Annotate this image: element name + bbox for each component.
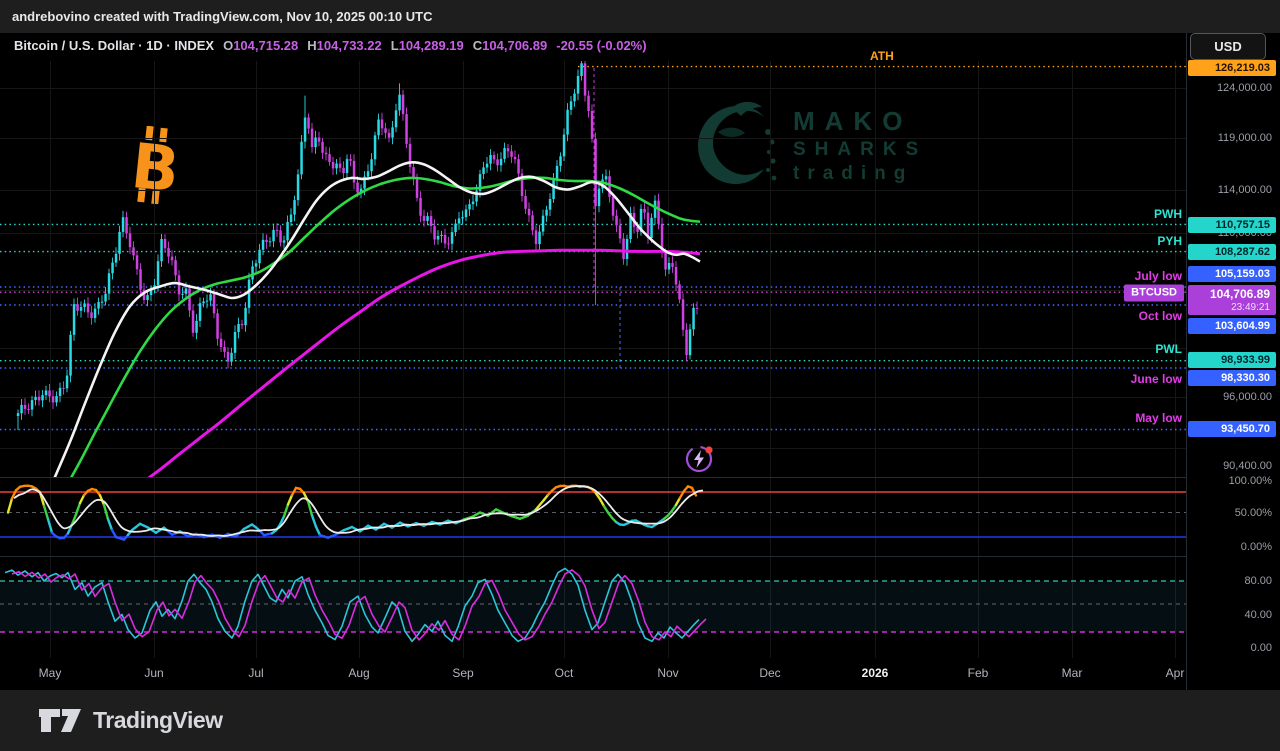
tradingview-brand-text: TradingView	[93, 707, 223, 733]
ohlc-key: H	[307, 38, 317, 53]
ohlc-value: 104,289.19	[398, 38, 464, 53]
price-badge-last-price: 104,706.89 23:49:21	[1188, 285, 1276, 315]
attribution-bar: andrebovino created with TradingView.com…	[0, 0, 1280, 33]
month-label-sep: Sep	[452, 666, 474, 680]
price-axis-label: 124,000.00	[1216, 82, 1272, 94]
tradingview-logo-icon	[39, 709, 81, 732]
month-label-may: May	[38, 666, 62, 680]
shark-logo-icon	[698, 101, 777, 184]
attribution-text: andrebovino created with TradingView.com…	[12, 9, 433, 24]
month-label-feb: Feb	[967, 666, 989, 680]
price-badge-july-low: 105,159.03	[1188, 266, 1276, 282]
price-badge-PWL: 98,933.99	[1188, 352, 1276, 368]
price-badge-PWH: 110,757.15	[1188, 217, 1276, 233]
ohlc-key: C	[472, 38, 483, 53]
footer: TradingView	[0, 690, 1280, 751]
ohlc-value: 104,715.28	[233, 38, 299, 53]
tradingview-logo[interactable]: TradingView	[38, 707, 223, 734]
price-badge-oct-low: 103,604.99	[1188, 318, 1276, 334]
month-label-nov: Nov	[657, 666, 679, 680]
price-axis-label: 100.00%	[1228, 475, 1272, 487]
currency-toggle-button[interactable]: USD	[1190, 33, 1266, 60]
month-label-aug: Aug	[348, 666, 370, 680]
price-axis-label: 114,000.00	[1217, 184, 1272, 196]
price-badge-june-low: 98,330.30	[1188, 370, 1276, 386]
price-axis-label: 96,000.00	[1223, 391, 1272, 403]
month-label-jul: Jul	[248, 666, 264, 680]
price-badge-ATH: 126,219.03	[1188, 60, 1276, 76]
ohlc-key: O	[223, 38, 234, 53]
month-label-jun: Jun	[144, 666, 164, 680]
ohlc-values: O104,715.28 H104,733.22 L104,289.19 C104,70…	[214, 38, 647, 53]
price-change: -20.55 (-0.02%)	[556, 38, 647, 53]
price-axis-label: 90,400.00	[1223, 460, 1272, 472]
ohlc-value: 104,706.89	[482, 38, 548, 53]
currency-label: USD	[1214, 39, 1242, 54]
ohlc-value: 104,733.22	[316, 38, 382, 53]
ohlc-key: L	[390, 38, 399, 53]
price-axis-label: 119,000.00	[1217, 132, 1272, 144]
price-badge-may-low: 93,450.70	[1188, 421, 1276, 437]
price-axis-label: 80.00	[1244, 575, 1272, 587]
watermark: MAKO SHARKS trading	[688, 98, 927, 193]
month-label-dec: Dec	[759, 666, 781, 680]
alert-lightning-icon[interactable]	[683, 441, 717, 475]
price-axis-label: 40.00	[1244, 609, 1272, 621]
month-label-mar: Mar	[1061, 666, 1083, 680]
price-axis-label: 50.00%	[1234, 507, 1272, 519]
month-label-apr: Apr	[1165, 666, 1185, 680]
watermark-line-2: SHARKS	[793, 139, 928, 160]
time-axis[interactable]: May Jun Jul Aug Sep Oct Nov Dec 2026 Feb Mar Apr	[0, 658, 1186, 690]
month-label-2026: 2026	[861, 666, 889, 680]
countdown-timer: 23:49:21	[1231, 302, 1270, 313]
symbol-title[interactable]: Bitcoin / U.S. Dollar · 1D · INDEX	[14, 38, 215, 53]
price-axis-label: 0.00%	[1240, 541, 1272, 553]
watermark-line-3: trading	[793, 163, 914, 184]
price-axis-label: 0.00	[1250, 642, 1272, 654]
price-axis[interactable]: 124,000.00 119,000.00 114,000.00 110,000.00…	[1187, 33, 1280, 690]
month-label-oct: Oct	[554, 666, 574, 680]
svg-text:B: B	[128, 129, 182, 204]
watermark-line-1: MAKO	[793, 106, 913, 136]
price-badge-PYH: 108,287.62	[1188, 244, 1276, 260]
symbol-header: Bitcoin / U.S. Dollar · 1D · INDEX O104,7…	[14, 38, 647, 53]
